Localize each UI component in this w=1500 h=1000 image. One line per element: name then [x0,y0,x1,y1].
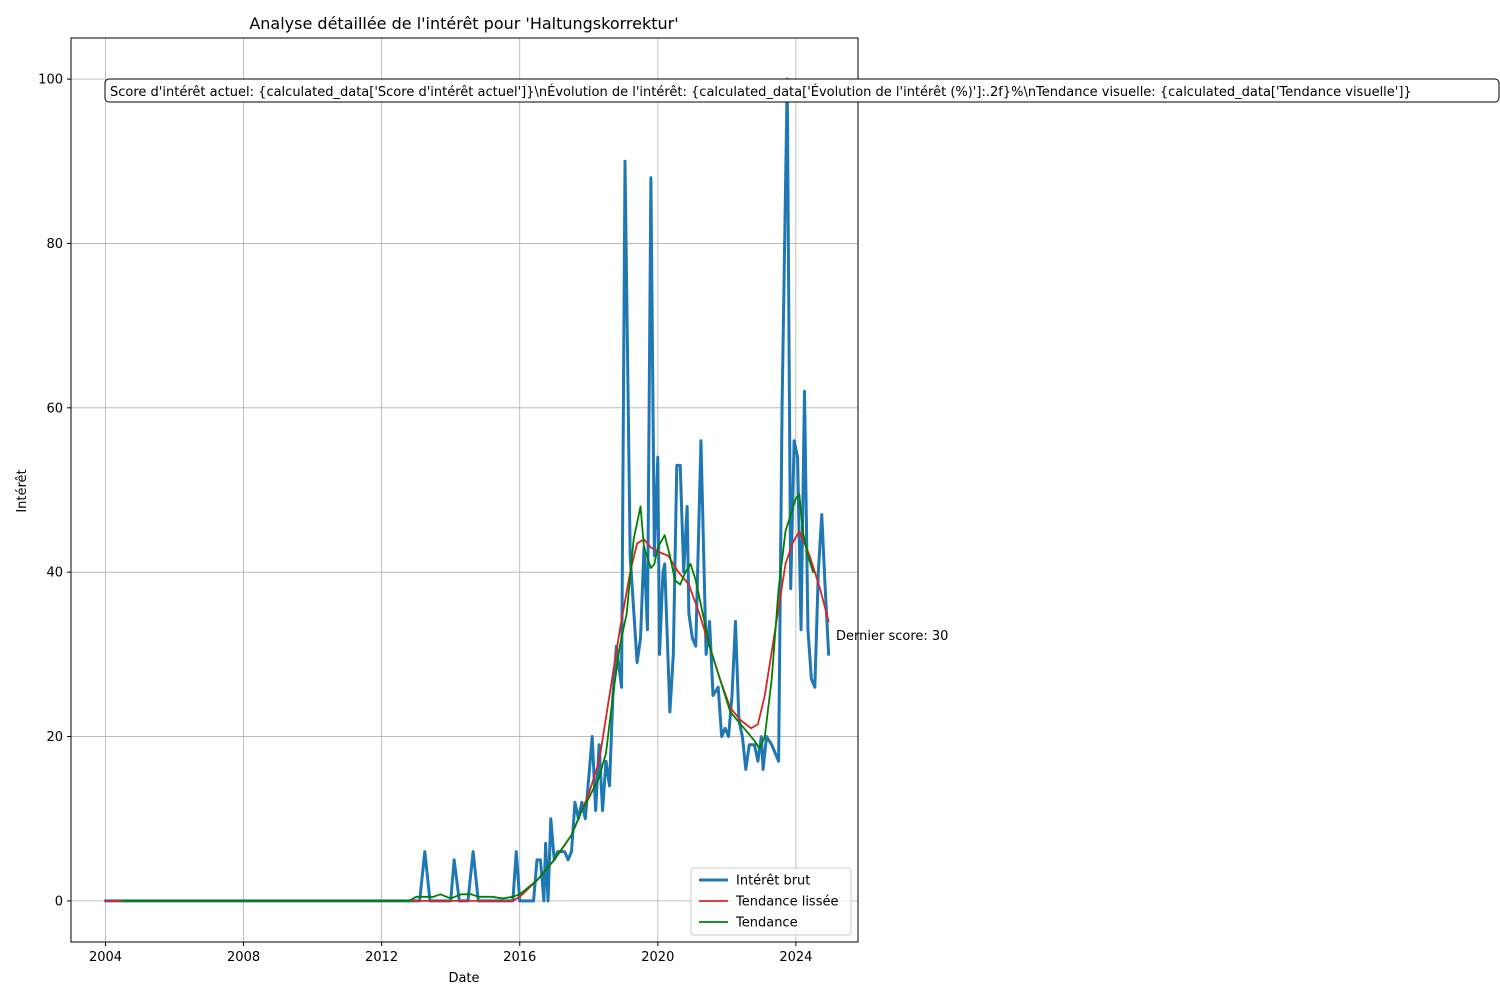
x-axis-title: Date [448,971,479,986]
y-tick-label: 20 [46,730,63,745]
y-tick-label: 40 [46,566,63,581]
info-annotation-box [104,78,1500,103]
x-tick-label: 2012 [365,950,398,965]
series-line-1 [104,77,831,903]
y-axis-title: Intérêt [15,469,30,512]
x-tick-label: 2004 [89,950,122,965]
y-tick-label: 80 [46,237,63,252]
x-tick-label: 2020 [641,950,674,965]
y-gridlines [71,78,858,902]
chart-title: Analyse détaillée de l'intérêt pour 'Hal… [249,14,678,33]
series-line-3 [121,493,815,902]
y-tick-label: 0 [55,894,63,909]
x-gridlines [105,38,797,942]
x-tick-label: 2024 [779,950,812,965]
y-tick-label: 100 [38,73,63,88]
info-annotation: Score d'intérêt actuel: {calculated_data… [104,78,1500,103]
info-annotation-text: Score d'intérêt actuel: {calculated_data… [110,84,1412,100]
legend: Intérêt brut Tendance lissée Tendance [690,867,852,936]
legend-label: Tendance lissée [735,895,838,910]
series-layer [104,77,831,903]
x-tick-label: 2008 [227,950,260,965]
last-score-annotation: Dernier score: 30 [836,629,948,644]
x-axis-ticks: 2004 2008 2012 2016 2020 2024 [89,942,812,965]
legend-label: Intérêt brut [736,874,810,889]
y-axis-ticks: 0 20 40 60 80 100 [38,73,71,909]
y-tick-label: 60 [46,401,63,416]
legend-label: Tendance [735,916,798,931]
plot-frame [70,37,859,943]
legend-items: Intérêt brut Tendance lissée Tendance [699,874,838,931]
x-tick-label: 2016 [503,950,536,965]
legend-box [690,867,852,936]
